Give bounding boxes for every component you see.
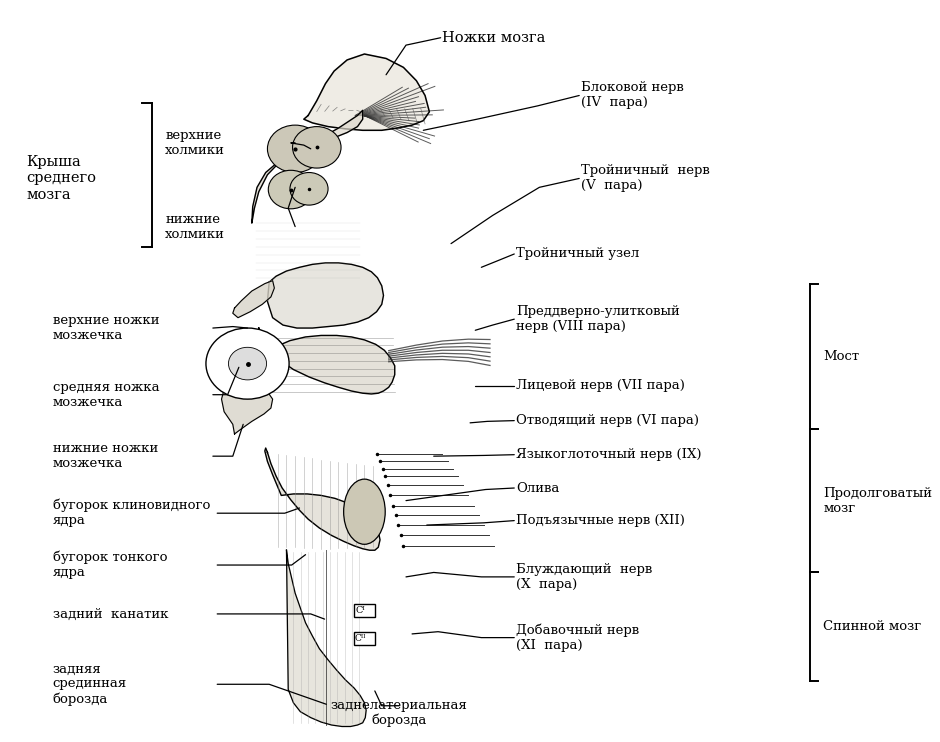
Polygon shape xyxy=(268,263,384,328)
Polygon shape xyxy=(257,328,395,394)
FancyBboxPatch shape xyxy=(354,631,375,645)
Polygon shape xyxy=(222,382,273,434)
Text: Cᴵ: Cᴵ xyxy=(355,605,366,614)
Circle shape xyxy=(290,173,328,205)
Text: Тройничный узел: Тройничный узел xyxy=(516,248,639,260)
Text: Мост: Мост xyxy=(823,349,859,363)
Text: средняя ножка
мозжечка: средняя ножка мозжечка xyxy=(53,381,159,409)
Text: нижние
холмики: нижние холмики xyxy=(165,212,225,240)
Text: бугорок тонкого
ядра: бугорок тонкого ядра xyxy=(53,551,167,580)
Text: Отводящий нерв (VI пара): Отводящий нерв (VI пара) xyxy=(516,414,699,427)
Text: Добавочный нерв
(XI  пара): Добавочный нерв (XI пара) xyxy=(516,623,639,652)
Text: верхние
холмики: верхние холмики xyxy=(165,129,225,157)
Circle shape xyxy=(228,347,267,380)
Text: Тройничный  нерв
(V  пара): Тройничный нерв (V пара) xyxy=(581,165,710,192)
Text: Лицевой нерв (VII пара): Лицевой нерв (VII пара) xyxy=(516,379,685,393)
Circle shape xyxy=(268,171,313,209)
Circle shape xyxy=(268,125,322,173)
Text: верхние ножки
мозжечка: верхние ножки мозжечка xyxy=(53,314,159,342)
Text: задний  канатик: задний канатик xyxy=(53,608,168,620)
Ellipse shape xyxy=(344,479,385,545)
Text: Спинной мозг: Спинной мозг xyxy=(823,620,922,633)
Text: Подъязычные нерв (XII): Подъязычные нерв (XII) xyxy=(516,514,685,527)
Text: Языкоглоточный нерв (IX): Языкоглоточный нерв (IX) xyxy=(516,448,701,462)
Text: Олива: Олива xyxy=(516,482,559,494)
Polygon shape xyxy=(233,280,274,318)
Polygon shape xyxy=(287,551,367,726)
Polygon shape xyxy=(304,54,430,131)
Text: бугорок клиновидного
ядра: бугорок клиновидного ядра xyxy=(53,499,210,528)
Text: Крыша
среднего
мозга: Крыша среднего мозга xyxy=(26,155,97,202)
Text: Преддверно-улитковый
нерв (VIII пара): Преддверно-улитковый нерв (VIII пара) xyxy=(516,305,680,333)
FancyBboxPatch shape xyxy=(354,603,375,617)
Text: Блуждающий  нерв
(X  пара): Блуждающий нерв (X пара) xyxy=(516,563,652,591)
Polygon shape xyxy=(265,448,380,551)
Polygon shape xyxy=(252,111,363,223)
Text: Продолговатый
мозг: Продолговатый мозг xyxy=(823,487,932,515)
Text: Ножки мозга: Ножки мозга xyxy=(443,30,546,45)
Polygon shape xyxy=(217,340,274,384)
Text: Cᴵᴵ: Cᴵᴵ xyxy=(355,634,367,643)
Text: Блоковой нерв
(IV  пара): Блоковой нерв (IV пара) xyxy=(581,82,683,110)
Text: заднелатериальная
борозда: заднелатериальная борозда xyxy=(331,699,467,727)
Circle shape xyxy=(206,328,290,399)
Circle shape xyxy=(292,127,341,168)
Text: нижние ножки
мозжечка: нижние ножки мозжечка xyxy=(53,442,158,470)
Text: задняя
срединная
борозда: задняя срединная борозда xyxy=(53,663,127,706)
